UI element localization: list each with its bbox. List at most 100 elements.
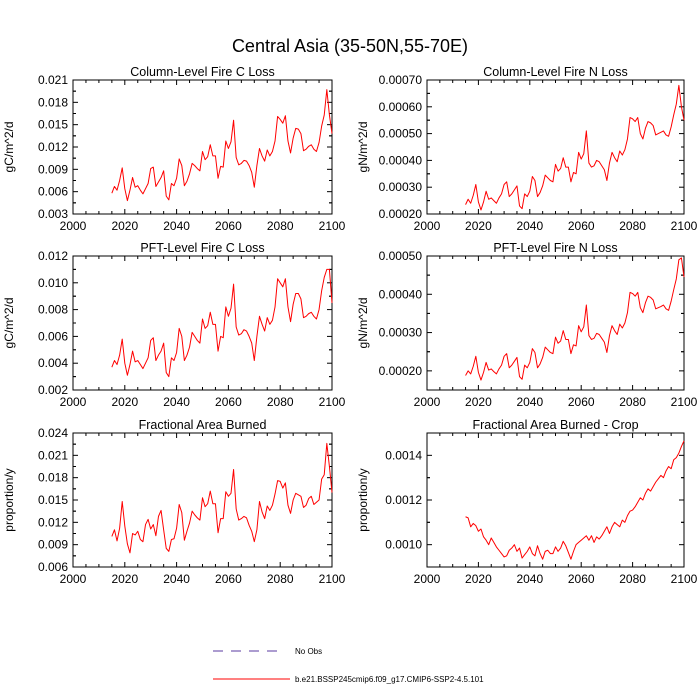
y-tick-label: 0.021 xyxy=(38,73,68,87)
series-line xyxy=(111,89,333,202)
y-axis-label: gN/m^2/d xyxy=(356,298,370,349)
series-line xyxy=(111,442,333,554)
legend-no-obs-label: No Obs xyxy=(295,647,322,656)
legend-model-label: b.e21.BSSP245cmip6.f09_g17.CMIP6-SSP2-4.… xyxy=(295,675,484,684)
x-tick-label: 2080 xyxy=(619,572,646,586)
y-tick-label: 0.0012 xyxy=(385,493,422,507)
y-axis-label: gC/m^2/d xyxy=(2,298,16,349)
chart-panels: Column-Level Fire C Loss gC/m^2/d 2000 2020… xyxy=(2,65,698,586)
x-tick-label: 2060 xyxy=(215,572,242,586)
y-tick-label: 0.002 xyxy=(38,383,68,397)
x-tick-label: 2080 xyxy=(619,395,646,409)
y-tick-label: 0.009 xyxy=(38,538,68,552)
y-tick-label: 0.012 xyxy=(38,515,68,529)
chart-panel: Column-Level Fire C Loss gC/m^2/d 2000 2020… xyxy=(2,65,346,233)
y-axis-label: proportion/y xyxy=(356,468,370,531)
x-tick-label: 2040 xyxy=(516,219,543,233)
x-tick-label: 2000 xyxy=(414,395,441,409)
y-tick-label: 0.0014 xyxy=(385,448,422,462)
y-tick-label: 0.012 xyxy=(38,140,68,154)
x-tick-label: 2060 xyxy=(568,572,595,586)
y-tick-label: 0.021 xyxy=(38,448,68,462)
x-tick-label: 2100 xyxy=(319,219,346,233)
y-tick-label: 0.024 xyxy=(38,426,68,440)
x-tick-label: 2040 xyxy=(516,395,543,409)
panel-title: Fractional Area Burned - Crop xyxy=(472,418,638,432)
y-tick-label: 0.015 xyxy=(38,493,68,507)
y-tick-label: 0.003 xyxy=(38,207,68,221)
panel-title: PFT-Level Fire C Loss xyxy=(140,241,264,255)
y-tick-label: 0.006 xyxy=(38,185,68,199)
x-tick-label: 2100 xyxy=(671,395,698,409)
y-tick-label: 0.00050 xyxy=(379,127,423,141)
figure-title: Central Asia (35-50N,55-70E) xyxy=(232,36,468,56)
y-tick-label: 0.0010 xyxy=(385,538,422,552)
x-tick-label: 2080 xyxy=(267,219,294,233)
chart-panel: PFT-Level Fire N Loss gN/m^2/d 2000 2020 204… xyxy=(356,241,698,409)
chart-panel: Column-Level Fire N Loss gN/m^2/d 2000 2020… xyxy=(356,65,698,233)
x-tick-label: 2060 xyxy=(215,395,242,409)
x-tick-label: 2020 xyxy=(465,219,492,233)
x-tick-label: 2000 xyxy=(414,572,441,586)
y-tick-label: 0.004 xyxy=(38,356,68,370)
series-line xyxy=(465,440,685,560)
y-tick-label: 0.006 xyxy=(38,560,68,574)
x-tick-label: 2040 xyxy=(163,395,190,409)
panel-title: PFT-Level Fire N Loss xyxy=(493,241,617,255)
y-tick-label: 0.010 xyxy=(38,276,68,290)
y-tick-label: 0.00020 xyxy=(379,207,423,221)
chart-panel: PFT-Level Fire C Loss gC/m^2/d 2000 2020 204… xyxy=(2,241,346,409)
x-tick-label: 2020 xyxy=(111,395,138,409)
x-tick-label: 2100 xyxy=(671,219,698,233)
panel-title: Fractional Area Burned xyxy=(139,418,267,432)
plot-frame xyxy=(72,79,333,215)
y-tick-label: 0.00030 xyxy=(379,326,423,340)
chart-panel: Fractional Area Burned - Crop proportion/… xyxy=(356,418,698,586)
y-tick-label: 0.00040 xyxy=(379,153,423,167)
x-tick-label: 2040 xyxy=(163,219,190,233)
x-tick-label: 2080 xyxy=(267,395,294,409)
x-tick-label: 2000 xyxy=(60,572,87,586)
x-tick-label: 2060 xyxy=(568,219,595,233)
plot-frame xyxy=(426,255,685,391)
y-tick-label: 0.012 xyxy=(38,249,68,263)
x-tick-label: 2020 xyxy=(465,572,492,586)
y-tick-label: 0.00030 xyxy=(379,180,423,194)
y-tick-label: 0.00070 xyxy=(379,73,423,87)
y-axis-label: gC/m^2/d xyxy=(2,122,16,173)
legend: No Obs b.e21.BSSP245cmip6.f09_g17.CMIP6-… xyxy=(213,647,484,684)
x-tick-label: 2100 xyxy=(319,572,346,586)
panel-title: Column-Level Fire N Loss xyxy=(483,65,628,79)
chart-panel: Fractional Area Burned proportion/y 2000 20… xyxy=(2,418,346,586)
series-line xyxy=(465,257,685,381)
x-tick-label: 2000 xyxy=(414,219,441,233)
x-tick-label: 2100 xyxy=(671,572,698,586)
y-axis-label: proportion/y xyxy=(2,468,16,531)
y-tick-label: 0.00050 xyxy=(379,249,423,263)
y-tick-label: 0.008 xyxy=(38,303,68,317)
x-tick-label: 2020 xyxy=(465,395,492,409)
x-tick-label: 2040 xyxy=(163,572,190,586)
y-axis-label: gN/m^2/d xyxy=(356,122,370,173)
y-tick-label: 0.00020 xyxy=(379,364,423,378)
x-tick-label: 2020 xyxy=(111,572,138,586)
x-tick-label: 2080 xyxy=(619,219,646,233)
y-tick-label: 0.018 xyxy=(38,471,68,485)
x-tick-label: 2020 xyxy=(111,219,138,233)
y-tick-label: 0.015 xyxy=(38,118,68,132)
y-tick-label: 0.009 xyxy=(38,162,68,176)
x-tick-label: 2000 xyxy=(60,395,87,409)
x-tick-label: 2060 xyxy=(568,395,595,409)
y-tick-label: 0.006 xyxy=(38,329,68,343)
y-tick-label: 0.00060 xyxy=(379,100,423,114)
y-tick-label: 0.018 xyxy=(38,95,68,109)
x-tick-label: 2040 xyxy=(516,572,543,586)
x-tick-label: 2000 xyxy=(60,219,87,233)
y-tick-label: 0.00040 xyxy=(379,287,423,301)
plot-frame xyxy=(426,79,685,215)
series-line xyxy=(111,268,333,378)
x-tick-label: 2080 xyxy=(267,572,294,586)
series-line xyxy=(465,84,685,211)
x-tick-label: 2060 xyxy=(215,219,242,233)
